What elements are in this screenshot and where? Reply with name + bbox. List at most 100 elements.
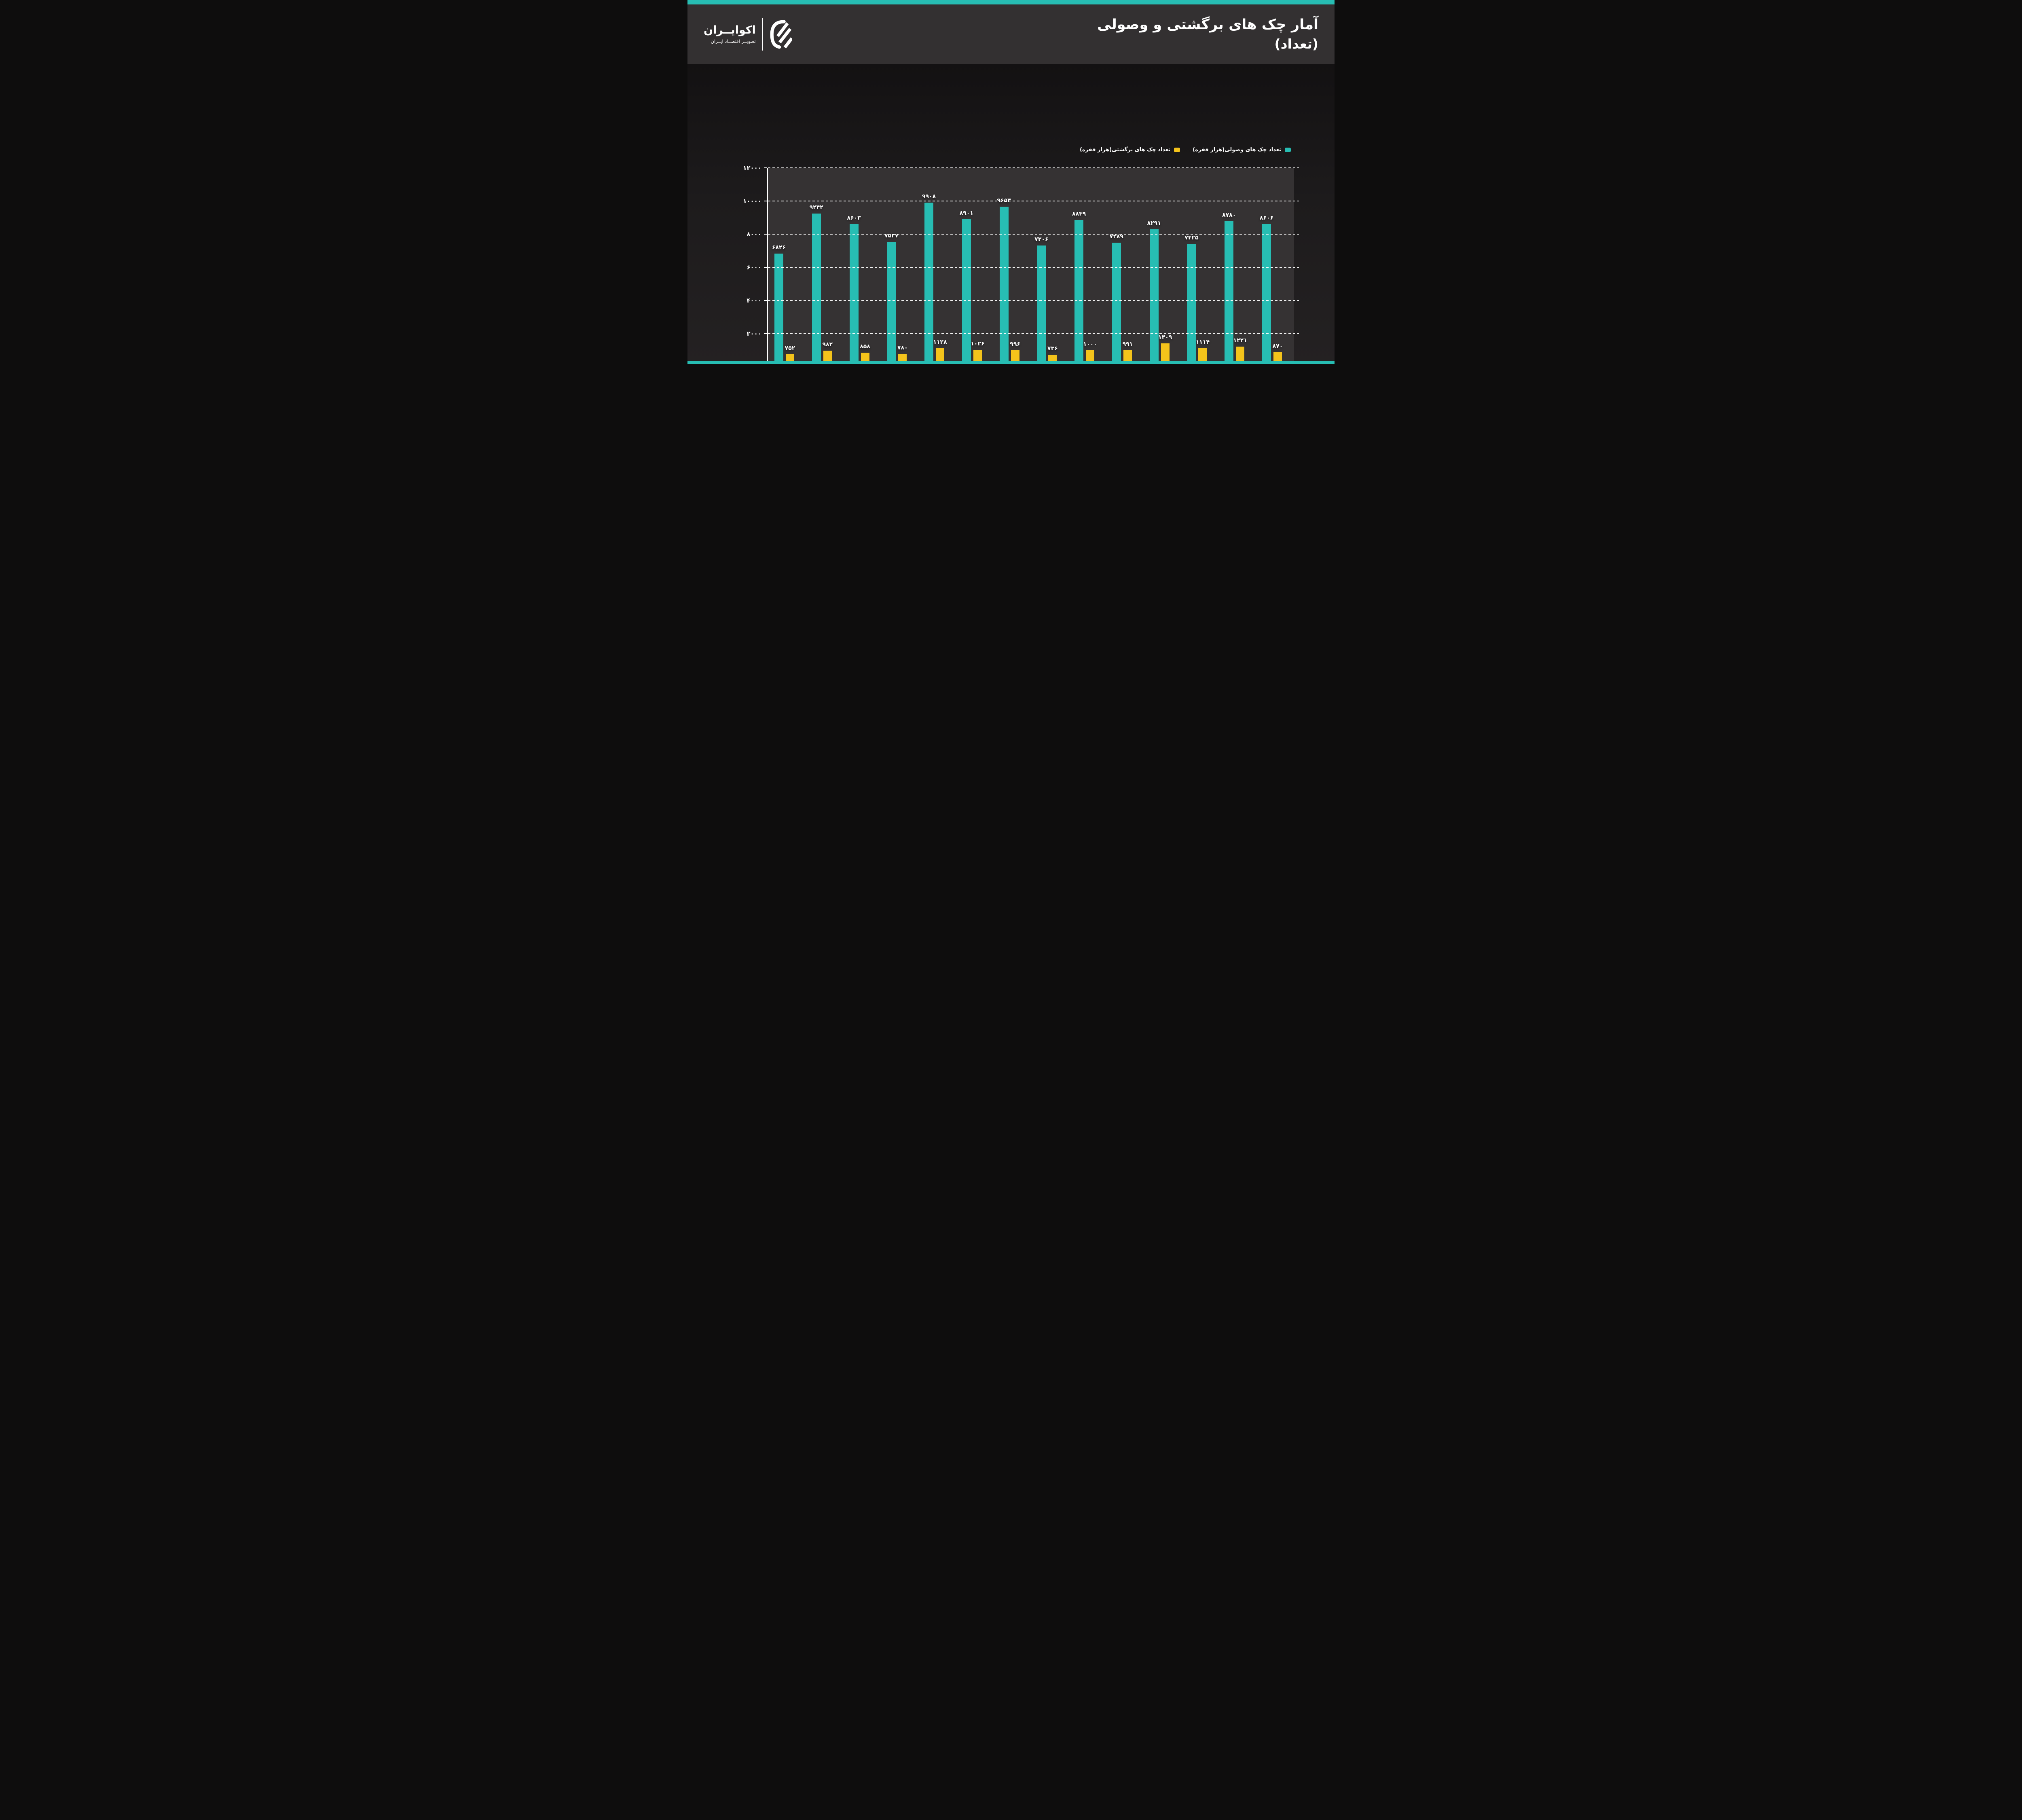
- page-title: آمار چک های برگشتی و وصولی (تعداد): [1097, 17, 1318, 52]
- bar-wrap: ۱۰۰۰: [1083, 168, 1097, 364]
- legend-label-bounced: تعداد چک های برگشتی(هزار فقره): [1079, 147, 1171, 153]
- bar-value-label: ۸۵۸: [860, 343, 870, 350]
- y-axis-tickmark: [764, 267, 767, 268]
- bar-group: ۹۲۴۲۹۸۲مهر۱۴۰۳: [810, 168, 833, 364]
- bar-value-label: ۷۴۸۹: [1109, 233, 1123, 240]
- bar-collected: [1037, 245, 1046, 364]
- bar-collected: [1112, 242, 1121, 364]
- bar-bounced: [1011, 350, 1019, 364]
- bar-collected: [999, 207, 1009, 364]
- bar-wrap: ۹۹۱: [1122, 168, 1133, 364]
- bar-bounced: [823, 350, 832, 364]
- bar-wrap: ۷۳۶: [1047, 168, 1058, 364]
- bar-value-label: ۷۵۲: [785, 345, 795, 352]
- bar-value-label: ۹۸۲: [822, 341, 833, 348]
- bar-group: ۸۶۰۳۸۵۸آبان۱۴۰۳: [847, 168, 870, 364]
- bar-value-label: ۷۳۰۶: [1034, 236, 1049, 243]
- legend-swatch-bounced: [1174, 148, 1180, 152]
- y-axis-tick-label: ۶۰۰۰: [747, 264, 761, 271]
- bars-area: ۶۸۲۶۷۵۲شهریور۱۴۰۳۹۲۴۲۹۸۲مهر۱۴۰۳۸۶۰۳۸۵۸آب…: [768, 168, 1294, 364]
- legend-swatch-collected: [1285, 148, 1291, 152]
- bar-wrap: ۱۰۲۶: [971, 168, 984, 364]
- header: اکوایــران تصویــر اقتصــاد ایــران آمار…: [687, 4, 1335, 64]
- bar-bounced: [1123, 350, 1132, 364]
- y-axis-tick-label: ۲۰۰۰: [747, 330, 761, 337]
- bar-wrap: ۸۲۹۱: [1147, 168, 1161, 364]
- bar-value-label: ۹۹۰۸: [922, 193, 936, 200]
- bar-group: ۶۸۲۶۷۵۲شهریور۱۴۰۳: [772, 168, 795, 364]
- bar-wrap: ۸۵۸: [860, 168, 870, 364]
- bar-value-label: ۷۳۶: [1047, 345, 1058, 352]
- y-axis-tickmark: [764, 167, 767, 168]
- bar-wrap: ۷۳۰۶: [1034, 168, 1049, 364]
- bar-bounced: [861, 352, 869, 364]
- bar-collected: [1262, 224, 1271, 364]
- gridline: [768, 300, 1299, 301]
- bar-wrap: ۸۷۸۰: [1222, 168, 1236, 364]
- bar-wrap: ۶۸۲۶: [772, 168, 786, 364]
- bar-wrap: ۸۶۰۳: [847, 168, 861, 364]
- bar-group: ۸۸۴۹۱۰۰۰اردیبهشت۱۴۰۴: [1072, 168, 1097, 364]
- bar-value-label: ۸۶۰۶: [1259, 215, 1274, 222]
- bar-collected: [849, 224, 859, 364]
- bar-collected: [1149, 229, 1159, 364]
- bar-wrap: ۱۴۰۹: [1158, 168, 1172, 364]
- y-axis-tickmark: [764, 333, 767, 334]
- bar-value-label: ۱۱۱۴: [1195, 339, 1210, 346]
- bar-group: ۸۹۰۱۱۰۲۶بهمن۱۴۰۳: [960, 168, 984, 364]
- bar-group: ۷۳۰۶۷۳۶فروردین۱۴۰۴: [1034, 168, 1058, 364]
- bar-group: ۸۷۸۰۱۲۲۱شهریور۱۴۰۴: [1222, 168, 1247, 364]
- bar-value-label: ۹۹۶: [1010, 341, 1020, 348]
- bar-wrap: ۷۴۸۹: [1109, 168, 1123, 364]
- brand-logo: اکوایــران تصویــر اقتصــاد ایــران: [704, 18, 792, 51]
- bar-collected: [962, 219, 971, 364]
- bar-value-label: ۸۲۹۱: [1147, 220, 1161, 227]
- bar-collected: [1187, 243, 1196, 364]
- bar-bounced: [973, 349, 982, 364]
- bar-value-label: ۱۱۲۸: [933, 339, 947, 345]
- bar-wrap: ۹۹۶: [1010, 168, 1020, 364]
- bar-value-label: ۹۹۱: [1122, 341, 1133, 348]
- bar-value-label: ۸۷۰: [1272, 343, 1283, 350]
- bar-bounced: [1086, 350, 1095, 364]
- plot-area: ۶۸۲۶۷۵۲شهریور۱۴۰۳۹۲۴۲۹۸۲مهر۱۴۰۳۸۶۰۳۸۵۸آب…: [743, 164, 1299, 364]
- y-axis-tick-label: ۴۰۰۰: [747, 297, 761, 304]
- bar-group: ۹۶۵۳۹۹۶اسفند۱۴۰۳: [997, 168, 1020, 364]
- bar-wrap: ۱۲۲۱: [1233, 168, 1247, 364]
- bar-bounced: [1161, 343, 1170, 364]
- logo-tagline: تصویــر اقتصــاد ایــران: [711, 38, 756, 44]
- bar-group: ۷۴۸۹۹۹۱خرداد۱۴۰۴: [1109, 168, 1133, 364]
- bar-wrap: ۹۹۰۸: [922, 168, 936, 364]
- bar-value-label: ۷۴۲۵: [1184, 234, 1199, 241]
- bar-bounced: [936, 348, 945, 364]
- bar-wrap: ۷۵۲: [785, 168, 795, 364]
- bar-value-label: ۱۰۰۰: [1083, 341, 1097, 348]
- bar-wrap: ۸۸۴۹: [1072, 168, 1086, 364]
- infographic-page: اکوایــران تصویــر اقتصــاد ایــران آمار…: [687, 0, 1335, 364]
- bar-collected: [1074, 220, 1084, 364]
- bar-bounced: [1198, 348, 1207, 364]
- bar-bounced: [1236, 346, 1245, 364]
- legend-label-collected: تعداد چک های وصولی(هزار فقره): [1193, 147, 1281, 153]
- title-line-1: آمار چک های برگشتی و وصولی: [1097, 16, 1318, 33]
- bar-collected: [774, 254, 783, 364]
- logo-divider: [761, 18, 763, 51]
- logo-wordmark: اکوایــران: [704, 23, 756, 36]
- bar-value-label: ۸۶۰۳: [847, 215, 861, 222]
- bar-wrap: ۹۲۴۲: [810, 168, 823, 364]
- gridline: [768, 333, 1299, 334]
- bar-wrap: ۱۱۲۸: [933, 168, 947, 364]
- gridline: [768, 234, 1299, 235]
- gridline: [768, 167, 1299, 168]
- bottom-accent-strip: [687, 361, 1335, 364]
- bar-wrap: ۱۱۱۴: [1195, 168, 1210, 364]
- bar-group: ۸۶۰۶۸۷۰مهر۱۴۰۴: [1259, 168, 1283, 364]
- top-accent-strip: [687, 0, 1335, 4]
- bar-collected: [924, 202, 934, 364]
- bar-wrap: ۸۹۰۱: [960, 168, 973, 364]
- y-axis-tick-label: ۱۰۰۰۰: [743, 197, 761, 205]
- legend-item-collected: تعداد چک های وصولی(هزار فقره): [1193, 147, 1291, 153]
- bar-wrap: ۹۶۵۳: [997, 168, 1011, 364]
- bar-value-label: ۷۸۰: [897, 345, 908, 351]
- bar-group: ۸۲۹۱۱۴۰۹تیر۱۴۰۴: [1147, 168, 1172, 364]
